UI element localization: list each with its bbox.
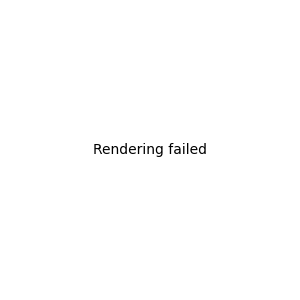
Text: Rendering failed: Rendering failed	[93, 143, 207, 157]
